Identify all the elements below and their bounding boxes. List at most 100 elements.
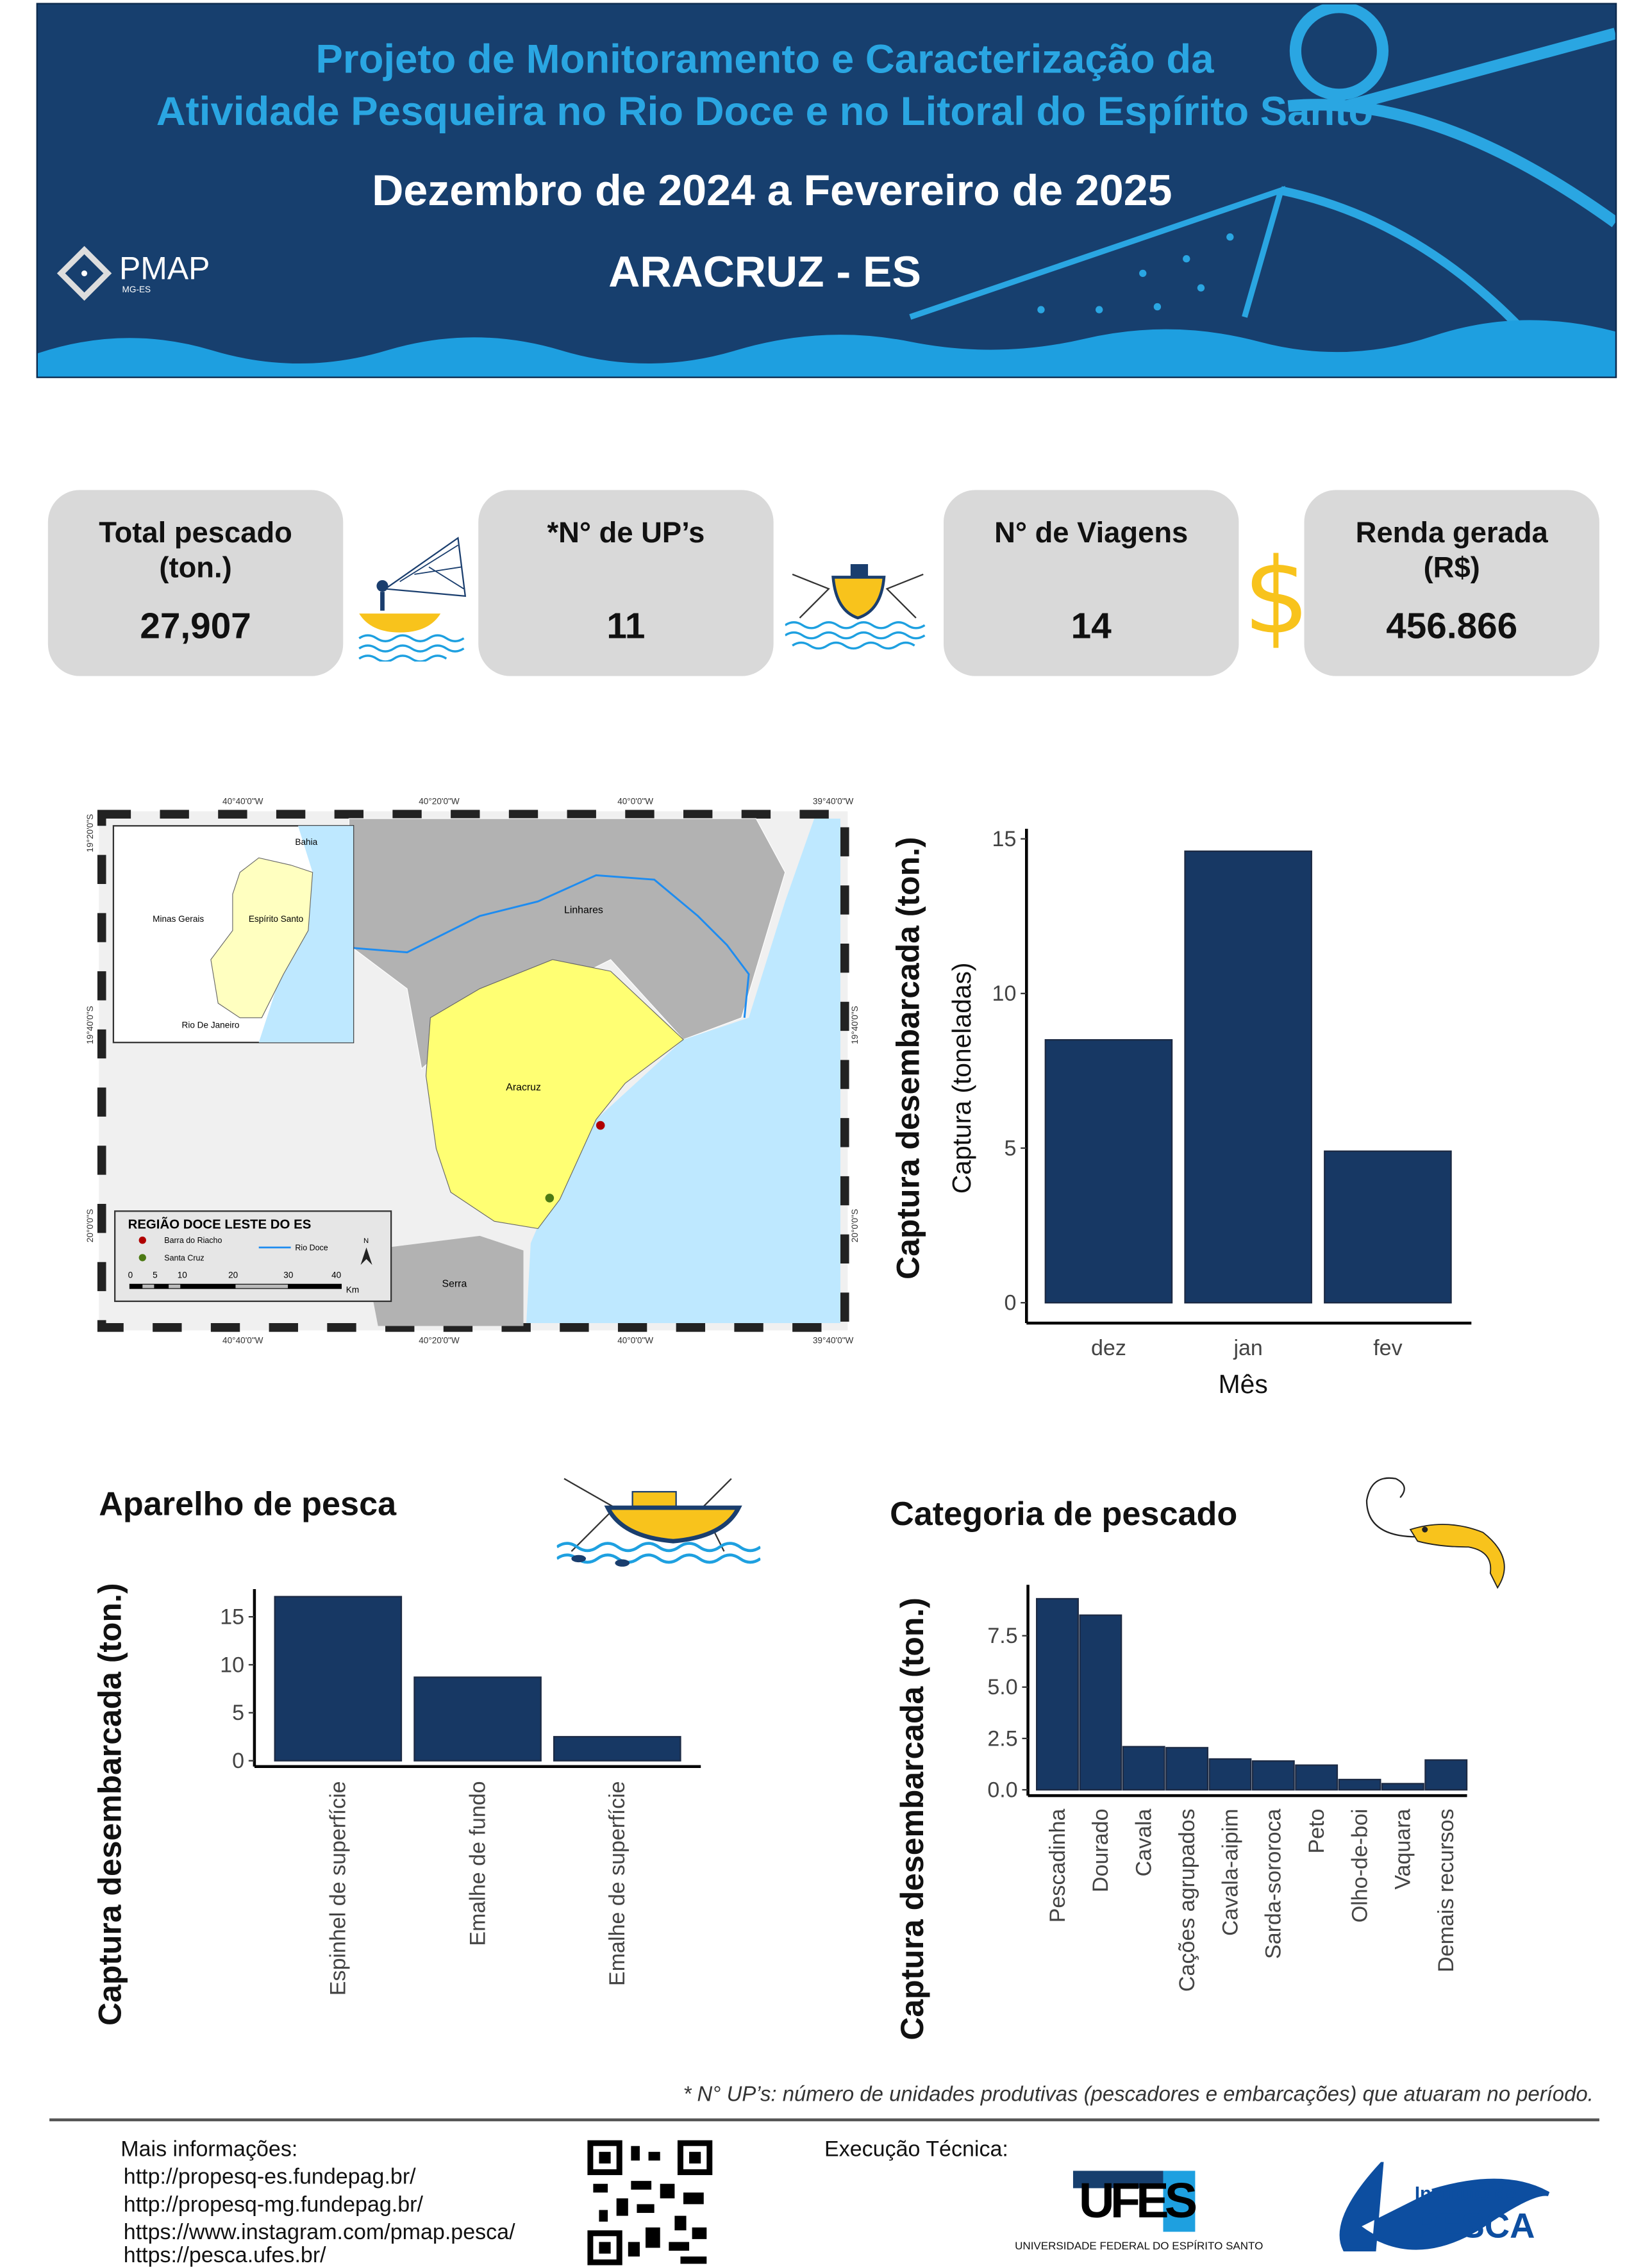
x-tick-label: Sarda-sororoca [1262,1808,1286,1959]
stat-value: 11 [606,606,646,647]
bar-sarda-sororoca [1251,1760,1295,1791]
y-tick-label: 0 [1004,1291,1016,1315]
stat-value: 14 [1071,606,1112,647]
categoria-title: Categoria de pescado [890,1494,1238,1533]
bar-peto [1295,1764,1339,1791]
map-tick-right: 19°40'0"S [850,1006,860,1044]
map-tick-bottom: 40°40'0"W [222,1336,263,1346]
x-tick-label: Cavala-aipim [1218,1809,1242,1937]
more-info-label: Mais informações: [121,2137,298,2162]
label-aracruz: Aracruz [506,1082,541,1093]
scale-unit: Km [346,1285,359,1294]
map-tick-left: 19°20'0"S [85,814,95,853]
period-title: Dezembro de 2024 a Fevereiro de 2025 [372,167,1172,215]
scale-label: 10 [178,1271,188,1280]
bar-fev [1324,1150,1452,1304]
inset-label-bahia: Bahia [295,837,317,847]
pmap-diamond-icon [56,246,112,301]
header-banner: Projeto de Monitoramento e Caracterizaçã… [36,3,1617,378]
map-tick-top: 40°40'0"W [222,796,263,806]
pmap-logo-sub: MG-ES [122,286,151,296]
map-rio-doce [353,874,750,1018]
footer-divider [49,2118,1599,2122]
bar-jan [1184,850,1312,1304]
x-tick-label: Pescadinha [1046,1808,1070,1922]
y-tick-label: 7.5 [987,1624,1017,1648]
x-tick-label: Emalhe de fundo [465,1781,490,1946]
x-tick-label: dez [1091,1336,1126,1360]
map-sea [526,818,840,1323]
bar-cavala [1122,1746,1165,1791]
bar-vaquara [1381,1783,1424,1791]
y-tick-label: 2.5 [987,1726,1017,1751]
stat-label: *N° de UP’s [547,517,705,550]
x-tick-label: Emalhe de superfície [605,1781,630,1986]
location-title: ARACRUZ - ES [608,248,921,297]
bar-olho-de-boi [1338,1778,1381,1791]
x-tick-label: fev [1373,1336,1402,1360]
map-tick-top: 40°20'0"W [419,796,460,806]
footnote: * N° UP’s: número de unidades produtivas… [683,2083,1594,2107]
x-tick-label: Olho-de-boi [1347,1809,1372,1923]
x-tick-label: Vaquara [1391,1808,1415,1889]
exec-tecnica-label: Execução Técnica: [824,2137,1008,2162]
legend-barra: Barra do Riacho [164,1236,222,1245]
map-tick-bottom: 40°20'0"W [419,1336,460,1346]
bar-cavala-aipim [1208,1758,1252,1791]
scale-label: 0 [128,1271,133,1280]
stat-value: 456.866 [1386,606,1518,647]
map-serra-area [363,1235,524,1326]
stat-total-pescado: Total pescado (ton.) 27,907 [47,490,344,676]
stat-label: N° de Viagens [994,517,1188,550]
link-propesq-es[interactable]: http://propesq-es.fundepag.br/ [123,2165,416,2190]
y-tick-label: 5 [1004,1136,1016,1160]
x-tick-label: Peto [1305,1809,1329,1854]
stat-label: Total pescado (ton.) [99,517,292,585]
link-pesca-ufes[interactable]: https://pesca.ufes.br/ [123,2243,326,2268]
y-tick-label: 5.0 [987,1675,1017,1699]
map-tick-right: 20°0'0"S [850,1209,860,1242]
x-tick-label: Espinhel de superfície [326,1781,351,1996]
instituto-pesca-logo: Instituto de PESCA [1330,2162,1563,2264]
x-tick-label: Dourado [1088,1809,1113,1892]
ufes-logo-text: UFES [1078,2173,1197,2229]
legend-rio-doce: Rio Doce [295,1244,328,1253]
map-aracruz: Linhares Aracruz Serra Bahia Minas Gerai… [85,796,860,1346]
stat-value: 27,907 [140,606,251,647]
stat-ups: *N° de UP’s 11 [478,490,774,676]
scale-label: 5 [153,1271,158,1280]
bar-dez [1044,1039,1173,1304]
boat-wave-decoration [37,4,1615,377]
pesca-logo-line1: Instituto de [1414,2182,1517,2205]
y-tick-label: 5 [232,1701,244,1725]
bar-dourado [1079,1614,1122,1791]
x-tick-label: Demais recursos [1434,1809,1458,1972]
map-tick-left: 20°0'0"S [85,1209,95,1242]
map-tick-left: 19°40'0"S [85,1006,95,1044]
label-linhares: Linhares [564,905,603,915]
map-tick-top: 40°0'0"W [617,796,653,806]
scale-label: 40 [331,1271,342,1280]
north-arrow-label: N [363,1237,369,1245]
qr-code[interactable] [587,2140,713,2265]
bar-pescadinha [1036,1597,1079,1791]
santa-cruz-marker [545,1194,555,1203]
bar-demais-recursos [1424,1759,1468,1791]
scale-label: 20 [228,1271,238,1280]
map-tick-bottom: 40°0'0"W [617,1336,653,1346]
y-tick-label: 15 [220,1605,244,1629]
x-tick-label: jan [1233,1336,1262,1360]
north-arrow-icon [360,1247,372,1265]
bar-emalhe-de-superf-cie [553,1736,681,1762]
stat-label: Renda gerada (R$) [1355,517,1548,585]
scale-label: 30 [283,1271,294,1280]
label-serra: Serra [442,1278,467,1289]
link-instagram[interactable]: https://www.instagram.com/pmap.pesca/ [123,2220,515,2245]
map-tick-bottom: 39°40'0"W [813,1336,854,1346]
inset-label-es: Espírito Santo [249,914,303,924]
link-propesq-mg[interactable]: http://propesq-mg.fundepag.br/ [123,2192,423,2217]
boat-nets-icon [556,1478,761,1567]
